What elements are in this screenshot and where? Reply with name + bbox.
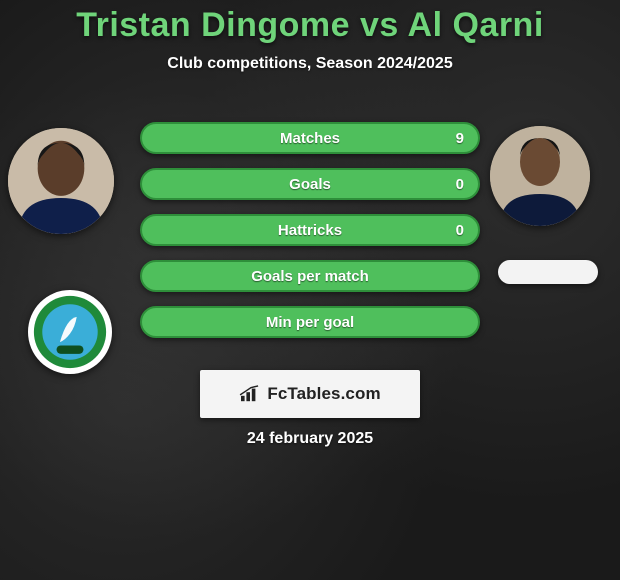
club-left-badge [28,290,112,374]
player-right-silhouette-icon [490,126,590,226]
comparison-card: Tristan Dingome vs Al Qarni Club competi… [0,0,620,580]
page-title: Tristan Dingome vs Al Qarni [0,6,620,45]
stat-row: Hattricks 0 [140,214,480,246]
stat-label: Hattricks [278,222,342,239]
bar-chart-icon [239,385,261,403]
stat-row: Goals per match [140,260,480,292]
stat-row: Min per goal [140,306,480,338]
stat-value-right: 9 [456,130,464,147]
subtitle: Club competitions, Season 2024/2025 [0,55,620,73]
stat-label: Goals [289,176,331,193]
club-right-badge [498,260,598,284]
club-left-crest-icon [28,290,112,374]
comparison-date: 24 february 2025 [0,430,620,448]
player-left-avatar [8,128,114,234]
brand-attribution: FcTables.com [200,370,420,418]
brand-text: FcTables.com [267,384,380,404]
stat-label: Min per goal [266,314,354,331]
stat-value-right: 0 [456,176,464,193]
player-right-avatar [490,126,590,226]
stat-row: Matches 9 [140,122,480,154]
stats-list: Matches 9 Goals 0 Hattricks 0 Goals per match M… [140,122,480,352]
stat-value-right: 0 [456,222,464,239]
stat-row: Goals 0 [140,168,480,200]
stat-label: Matches [280,130,340,147]
player-left-silhouette-icon [8,128,114,234]
stat-label: Goals per match [251,268,369,285]
